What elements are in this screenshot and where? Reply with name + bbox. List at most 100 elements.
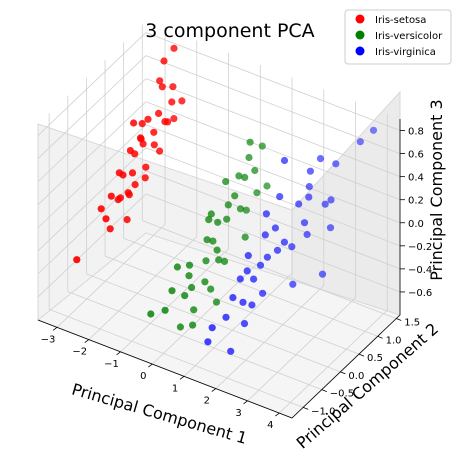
point-virginica — [262, 210, 270, 218]
point-virginica — [243, 267, 251, 275]
point-setosa — [138, 120, 146, 128]
point-versicolor — [185, 272, 193, 280]
point-versicolor — [213, 246, 221, 254]
point-setosa — [156, 147, 164, 155]
point-virginica — [369, 126, 378, 134]
point-virginica — [263, 253, 271, 261]
point-versicolor — [207, 210, 215, 218]
point-setosa — [150, 141, 158, 149]
y-tick-label: 1.5 — [404, 318, 420, 329]
x-tick-mark — [275, 412, 280, 417]
point-versicolor — [251, 166, 259, 175]
y-gridline — [86, 273, 341, 373]
point-setosa — [128, 169, 137, 177]
z-tick-label: 0.8 — [408, 127, 424, 138]
point-setosa — [97, 205, 105, 213]
point-setosa — [158, 83, 166, 91]
x-tick-mark — [84, 339, 90, 343]
point-virginica — [236, 275, 244, 283]
point-virginica — [332, 160, 340, 168]
point-versicolor — [258, 142, 266, 150]
legend-label-versicolor: Iris-versicolor — [375, 31, 443, 42]
y-tick-mark — [377, 335, 383, 339]
point-virginica — [273, 246, 282, 254]
z-gridline — [145, 32, 401, 131]
point-setosa — [170, 115, 178, 123]
point-virginica — [305, 193, 313, 201]
point-virginica — [316, 155, 325, 163]
point-setosa — [115, 169, 123, 177]
point-virginica — [229, 294, 237, 302]
chart-title: 3 component PCA — [145, 20, 314, 42]
point-virginica — [256, 261, 265, 269]
x-tick-mark — [179, 376, 185, 380]
y-tick-label: 1.0 — [386, 335, 402, 346]
x-tick-mark — [148, 363, 153, 368]
point-virginica — [327, 196, 335, 204]
point-virginica — [250, 275, 258, 283]
y-tick-label: −0.5 — [330, 389, 354, 400]
z-gridline — [37, 147, 147, 252]
point-versicolor — [173, 263, 181, 271]
point-setosa — [178, 97, 186, 105]
point-virginica — [288, 243, 296, 251]
x-tick-label: 3 — [235, 408, 241, 419]
point-virginica — [259, 289, 267, 297]
x-tick-label: 0 — [140, 371, 146, 382]
point-versicolor — [212, 298, 221, 306]
x-gridline — [247, 297, 356, 402]
y-gridline — [104, 255, 360, 355]
point-versicolor — [185, 261, 194, 269]
axes: −3−2−101234−1.0−0.50.00.51.01.5−0.6−0.4−… — [37, 119, 432, 431]
point-setosa — [142, 163, 150, 171]
point-virginica — [321, 200, 329, 208]
point-virginica — [326, 224, 335, 232]
point-versicolor — [203, 236, 211, 244]
point-setosa — [141, 174, 149, 182]
y-tick-mark — [340, 371, 346, 375]
x-tick-label: −2 — [72, 347, 87, 358]
point-setosa — [160, 57, 168, 65]
point-virginica — [244, 252, 252, 260]
legend-marker-versicolor — [355, 30, 365, 40]
point-virginica — [261, 231, 269, 239]
point-versicolor — [245, 153, 253, 162]
point-setosa — [161, 118, 169, 126]
point-setosa — [106, 225, 114, 233]
point-setosa — [107, 192, 115, 200]
point-virginica — [239, 298, 247, 306]
point-virginica — [248, 301, 256, 309]
z-gridline — [37, 124, 147, 229]
point-virginica — [240, 320, 249, 328]
z-tick-label: 0.0 — [408, 219, 424, 230]
point-setosa — [156, 77, 164, 85]
point-setosa — [73, 256, 81, 264]
point-setosa — [124, 189, 132, 197]
x-tick-label: 4 — [267, 420, 273, 431]
point-versicolor — [263, 182, 271, 190]
point-virginica — [280, 156, 289, 165]
point-versicolor — [201, 278, 209, 286]
y-axis-line — [291, 314, 401, 419]
x-gridline — [88, 236, 198, 340]
legend-label-setosa: Iris-setosa — [375, 15, 426, 26]
z-tick-label: −0.6 — [408, 288, 432, 299]
point-versicolor — [231, 192, 239, 200]
point-setosa — [102, 215, 110, 223]
x-tick-mark — [52, 327, 58, 331]
data-points — [73, 44, 378, 355]
y-gridline — [142, 220, 397, 319]
x-tick-label: 2 — [204, 396, 210, 407]
z-gridline — [145, 193, 401, 293]
x-gridline — [120, 248, 229, 353]
point-virginica — [208, 324, 216, 332]
legend-frame — [344, 9, 452, 65]
x-gridline — [215, 285, 325, 389]
point-setosa — [123, 216, 131, 224]
z-gridline — [145, 147, 401, 247]
y-tick-mark — [321, 389, 327, 392]
point-setosa — [168, 98, 176, 106]
z-tick-label: 0.6 — [408, 150, 424, 161]
point-versicolor — [246, 138, 254, 146]
point-virginica — [204, 338, 212, 346]
